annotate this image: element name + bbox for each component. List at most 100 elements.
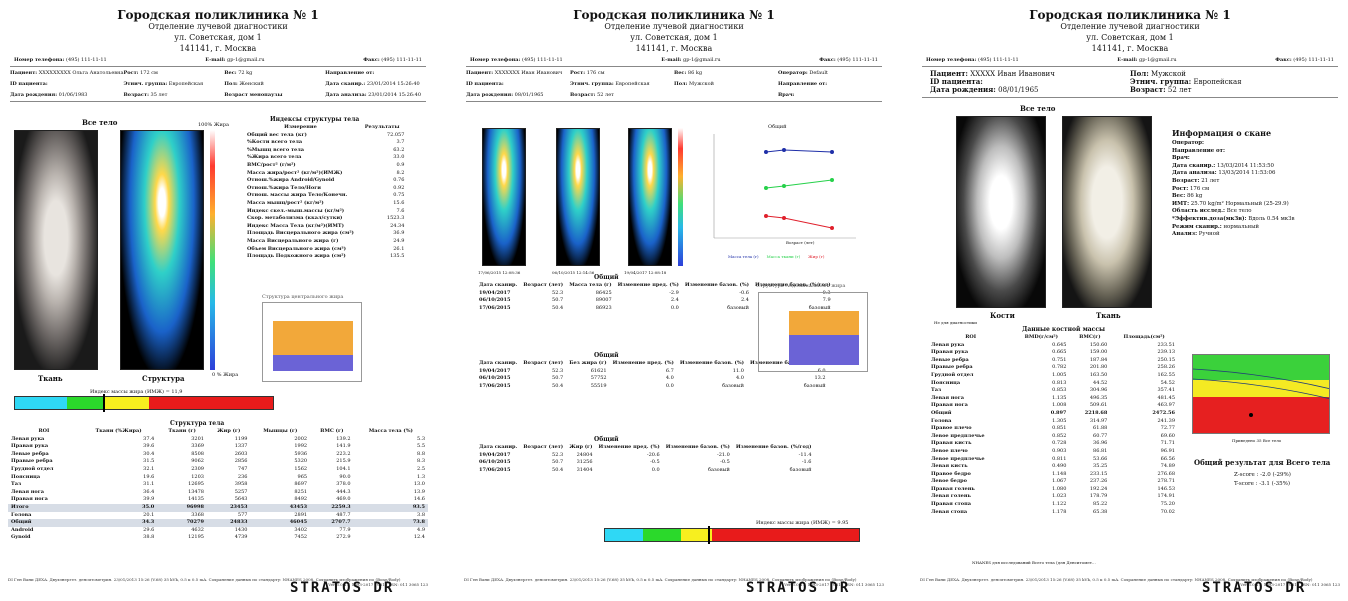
table-cell: Правая голень (931, 485, 975, 492)
table-cell: 0.0 (670, 304, 679, 311)
report-footer: DI Ген Вани ДЕХА. Двухэнергет. денситоме… (8, 577, 428, 587)
table-row: Объем Висцерального жира (см³) 26.1 (244, 246, 407, 254)
field-label: ID пациента: (466, 81, 504, 87)
table-cell: Таз (931, 387, 942, 394)
table-cell: 54.52 (1160, 379, 1175, 386)
column-header: Изменение пред. (%) (617, 282, 679, 288)
table-cell: 237.26 (1089, 478, 1108, 485)
table-row: Левая нога 36.4 13478 5257 8251 444.3 13.9 (8, 489, 428, 497)
index-value: 7.6 (396, 207, 405, 214)
info-label: Дата анализа: (1172, 170, 1217, 177)
report-footer: DI Ген Вани ДЕХА. Двухэнергет. денситоме… (464, 577, 884, 587)
clinic-header: Городская поликлиника № 1 Отделение луче… (0, 0, 436, 54)
series-point (782, 148, 786, 152)
table-row: 06/10/2015 50.7 89007 2.4 2.4 7.9 (476, 297, 834, 305)
colorbar-bottom-label: 0 % Жира (212, 372, 239, 378)
body-structure-scan (120, 130, 204, 370)
clinic-header: Городская поликлиника № 1 Отделение луче… (912, 0, 1348, 54)
field-value: Европейская (1193, 78, 1242, 86)
index-name: %Жира всего тела (247, 154, 302, 161)
table-cell: 66.56 (1160, 455, 1175, 462)
density-title: Данные костной массы (1022, 326, 1105, 333)
nhanes-footnote: NHANES для исследований Всего тела (для … (972, 560, 1096, 565)
table-row: Голова 1.305 314.97 241.39 (928, 418, 1178, 426)
composition-title: Структура тела (170, 420, 225, 427)
table-cell: 13.2 (814, 375, 826, 382)
table-cell: 50.4 (552, 382, 564, 389)
patient-field: Пол: Женский (224, 81, 325, 87)
table-cell: 2218.68 (1084, 409, 1108, 416)
abdominal-fat-title: Структура Абдоминального жира (756, 283, 846, 289)
table-cell: 239.13 (1157, 349, 1176, 356)
info-value: 86 kg (1186, 193, 1203, 200)
table-row: Масса Висцерального жира (г) 24.9 (244, 238, 407, 246)
clinic-title: Городская поликлиника № 1 (117, 8, 319, 22)
info-line: Дата сканир.: 13/03/2014 11:53:50 (1172, 163, 1295, 171)
table-cell: 52.3 (552, 367, 564, 374)
patient-field: Дата сканир.: 23/01/2014 15:26:40 (325, 81, 426, 87)
table-cell: Голова (11, 511, 32, 518)
table-cell: 577 (237, 511, 248, 518)
table-cell: 43453 (250, 503, 311, 512)
table-cell: 272.9 (336, 534, 351, 541)
table-cell: 2.5 (417, 465, 425, 472)
patient-field: Дата рождения: 01/06/1983 (10, 92, 123, 98)
info-label: Врач: (1172, 155, 1190, 162)
column-header: Ткани (%Жира) (95, 428, 142, 434)
field-label: Пол: (1130, 69, 1149, 78)
table-cell: 1.148 (1052, 470, 1067, 477)
column-header: ВМС (г) (320, 428, 344, 434)
field-label: Пациент: (10, 70, 38, 76)
table-cell: Голова (931, 417, 952, 424)
table-cell: 61621 (590, 367, 607, 374)
table-cell: 2.4 (670, 297, 679, 304)
table-header: Измерение Результаты (244, 124, 407, 132)
table-cell: 12.4 (413, 534, 425, 541)
field-label: Дата рождения: (466, 92, 514, 98)
table-cell: 496.35 (1089, 394, 1108, 401)
table-cell: 2856 (234, 458, 248, 465)
table-cell: 276.68 (1157, 470, 1176, 477)
table-cell: 23453 (206, 503, 251, 512)
table-cell: 0.903 (1052, 447, 1067, 454)
table-cell: Левая стопа (931, 508, 968, 515)
table-cell: 3402 (294, 526, 308, 533)
field-label: Вес: (674, 70, 687, 76)
field-value: 35 лет (150, 92, 168, 98)
table-row: Левая кисть 0.490 35.25 74.89 (928, 463, 1178, 471)
table-cell: 1.080 (1052, 485, 1067, 492)
column-header: Жир (г) (569, 444, 593, 450)
column-header: Изменение базов. (%/год) (735, 444, 812, 450)
footer-text: DI Ген Вани ДЕХА. Двухэнергет. денситоме… (464, 577, 857, 582)
result-title: Общий результат для Всего тела (1194, 458, 1331, 467)
index-value: 135.5 (390, 253, 405, 260)
table-cell: 0.751 (1052, 356, 1067, 363)
table-cell: 19/04/2017 (479, 367, 511, 374)
table-cell: 17/06/2015 (479, 382, 511, 389)
table-header: ROI Ткани (%Жира) Ткани (г) Жир (г) Мышцы (г… (8, 428, 428, 436)
table-cell: 1.305 (1052, 417, 1067, 424)
info-line: *Эффектив.доза(мкЗв): Вдоль 0.54 мкЗв (1172, 216, 1295, 224)
series-point (764, 186, 768, 190)
table-cell: 35.25 (1093, 463, 1108, 470)
table-row: Грудной отдел 1.005 163.50 162.55 (928, 372, 1178, 380)
phone-value: (495) 111-11-11 (978, 57, 1019, 63)
table-cell: Левое плечо (931, 447, 968, 454)
fmi-scale (604, 528, 860, 542)
table-cell: 5320 (294, 458, 308, 465)
index-value: 0.75 (393, 192, 405, 199)
table-cell: 31404 (576, 466, 593, 473)
index-name: Объем Висцерального жира (см³) (247, 245, 346, 252)
table-cell: 50.7 (552, 459, 564, 466)
fax-value: (495) 111-11-11 (837, 57, 878, 63)
info-label: Оператор: (1172, 140, 1205, 146)
index-name: Масса Висцерального жира (г) (247, 237, 339, 244)
table-cell: 70279 (157, 519, 207, 527)
scan-info: Оператор: Направление от: Врач: Дата ска… (1172, 140, 1295, 239)
table-cell: Левое бедро (931, 478, 968, 485)
z-score: Z-score : -2.0 (-29%) (1234, 472, 1291, 478)
table-cell: 1562 (294, 465, 308, 472)
table-cell: 13.0 (413, 481, 425, 488)
field-label: Оператор: (778, 70, 808, 76)
report-footer: DI Ген Вани ДЕХА. Двухэнергет. денситоме… (920, 577, 1340, 587)
